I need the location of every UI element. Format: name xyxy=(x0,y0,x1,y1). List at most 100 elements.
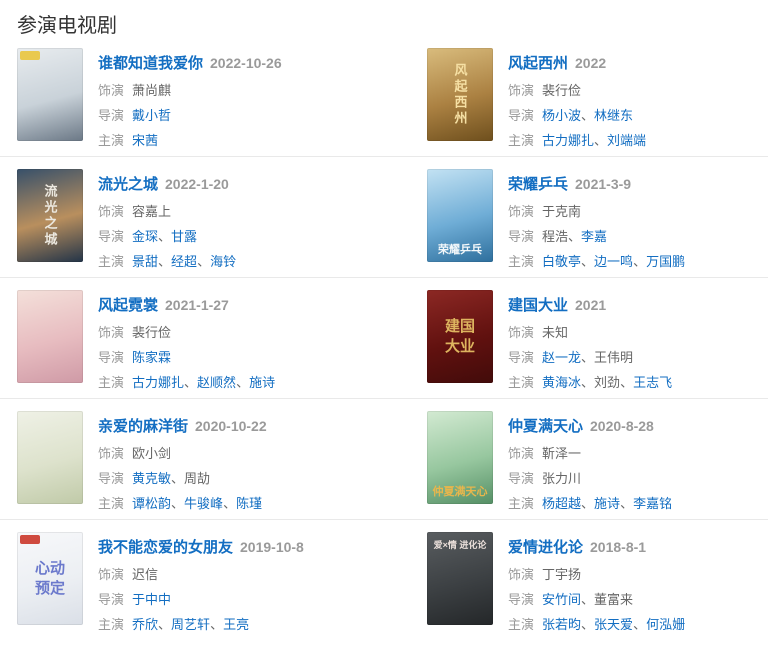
person-link[interactable]: 万国鹏 xyxy=(646,254,686,269)
cast-label: 主演 xyxy=(98,254,125,269)
role-value: 迟信 xyxy=(132,567,159,582)
drama-title-link[interactable]: 流光之城 xyxy=(98,176,159,193)
director-label: 导演 xyxy=(508,108,535,123)
person-link[interactable]: 李嘉铭 xyxy=(633,496,673,511)
poster-title-text: 荣耀乒乓 xyxy=(438,244,482,256)
drama-item: 心动预定 我不能恋爱的女朋友 2019-10-8 饰演 迟信 导演 于中中 主演 乔欣、… xyxy=(0,532,384,641)
drama-title-link[interactable]: 仲夏满天心 xyxy=(508,418,584,435)
drama-poster[interactable]: 流光之城 xyxy=(17,169,83,262)
drama-title-link[interactable]: 我不能恋爱的女朋友 xyxy=(98,539,234,556)
role-value: 裴行俭 xyxy=(132,325,172,340)
drama-info: 爱情进化论 2018-8-1 饰演 丁宇扬 导演 安竹间、董富来 主演 张若昀、张天爱、… xyxy=(508,532,685,641)
person-link[interactable]: 何泓姗 xyxy=(646,617,686,632)
person-link[interactable]: 陈家霖 xyxy=(132,350,172,365)
drama-title-link[interactable]: 荣耀乒乓 xyxy=(508,176,569,193)
person-link[interactable]: 古力娜扎 xyxy=(542,133,595,148)
person-name: 程浩 xyxy=(542,229,569,244)
role-label: 饰演 xyxy=(98,325,125,340)
person-link[interactable]: 海铃 xyxy=(210,254,237,269)
person-link[interactable]: 张若昀 xyxy=(542,617,582,632)
person-link[interactable]: 戴小哲 xyxy=(132,108,172,123)
person-link[interactable]: 王志飞 xyxy=(633,375,673,390)
person-link[interactable]: 施诗 xyxy=(594,496,621,511)
person-link[interactable]: 张天爱 xyxy=(594,617,634,632)
section-title: 参演电视剧 xyxy=(17,15,117,37)
person-link[interactable]: 王亮 xyxy=(223,617,250,632)
role-label: 饰演 xyxy=(98,204,125,219)
drama-title-link[interactable]: 风起西州 xyxy=(508,55,569,72)
director-label: 导演 xyxy=(98,350,125,365)
director-line: 导演 赵一龙、王伟明 xyxy=(508,350,672,366)
drama-info: 亲爱的麻洋街 2020-10-22 饰演 欧小剑 导演 黄克敏、周劼 主演 谭松韵、牛骏… xyxy=(98,411,267,519)
name-separator: 、 xyxy=(594,133,608,148)
drama-item: 爱×情 进化论 爱情进化论 2018-8-1 饰演 丁宇扬 导演 安竹间、董富来 主演… xyxy=(384,532,768,641)
drama-title-link[interactable]: 爱情进化论 xyxy=(508,539,584,556)
person-link[interactable]: 牛骏峰 xyxy=(184,496,224,511)
drama-title-link[interactable]: 亲爱的麻洋街 xyxy=(98,418,189,435)
director-label: 导演 xyxy=(508,350,535,365)
drama-row: 谁都知道我爱你 2022-10-26 饰演 萧尚麒 导演 戴小哲 主演 宋茜 风起西州 … xyxy=(0,40,768,157)
person-link[interactable]: 杨超越 xyxy=(542,496,582,511)
person-link[interactable]: 周艺轩 xyxy=(171,617,211,632)
drama-item: 风起西州 风起西州 2022 饰演 裴行俭 导演 杨小波、林继东 主演 古力娜扎、刘端端 xyxy=(384,48,768,156)
person-link[interactable]: 景甜 xyxy=(132,254,159,269)
person-link[interactable]: 乔欣 xyxy=(132,617,159,632)
director-names: 张力川 xyxy=(542,471,581,486)
person-link[interactable]: 陈瑾 xyxy=(236,496,263,511)
title-line: 谁都知道我爱你 2022-10-26 xyxy=(98,53,282,74)
person-link[interactable]: 赵一龙 xyxy=(542,350,582,365)
drama-info: 我不能恋爱的女朋友 2019-10-8 饰演 迟信 导演 于中中 主演 乔欣、周艺轩、王… xyxy=(98,532,304,641)
name-separator: 、 xyxy=(581,375,595,390)
drama-poster[interactable]: 爱×情 进化论 xyxy=(427,532,493,625)
person-link[interactable]: 林继东 xyxy=(594,108,634,123)
drama-poster[interactable] xyxy=(17,48,83,141)
drama-item: 亲爱的麻洋街 2020-10-22 饰演 欧小剑 导演 黄克敏、周劼 主演 谭松韵、牛骏… xyxy=(0,411,384,519)
role-line: 饰演 裴行俭 xyxy=(98,325,275,341)
drama-poster[interactable]: 心动预定 xyxy=(17,532,83,625)
name-separator: 、 xyxy=(620,496,634,511)
role-value: 靳泽一 xyxy=(542,446,582,461)
drama-poster[interactable] xyxy=(17,290,83,383)
person-link[interactable]: 李嘉 xyxy=(581,229,608,244)
drama-poster[interactable]: 建国大业 xyxy=(427,290,493,383)
person-link[interactable]: 刘端端 xyxy=(607,133,647,148)
role-line: 饰演 容嘉上 xyxy=(98,204,236,220)
person-link[interactable]: 于中中 xyxy=(132,592,172,607)
person-link[interactable]: 甘露 xyxy=(171,229,198,244)
person-link[interactable]: 黄克敏 xyxy=(132,471,172,486)
cast-line: 主演 白敬亭、边一鸣、万国鹏 xyxy=(508,254,685,270)
person-link[interactable]: 黄海冰 xyxy=(542,375,582,390)
director-label: 导演 xyxy=(508,229,535,244)
person-link[interactable]: 赵顺然 xyxy=(197,375,237,390)
drama-title-link[interactable]: 风起霓裳 xyxy=(98,297,159,314)
release-date: 2021 xyxy=(575,297,607,313)
person-link[interactable]: 金琛 xyxy=(132,229,159,244)
person-name: 王伟明 xyxy=(594,350,634,365)
poster-title-text: 风起西州 xyxy=(452,62,468,127)
title-line: 流光之城 2022-1-20 xyxy=(98,174,236,195)
drama-row: 心动预定 我不能恋爱的女朋友 2019-10-8 饰演 迟信 导演 于中中 主演 乔欣、… xyxy=(0,520,768,641)
person-link[interactable]: 宋茜 xyxy=(132,133,159,148)
drama-row: 风起霓裳 2021-1-27 饰演 裴行俭 导演 陈家霖 主演 古力娜扎、赵顺然、施诗 … xyxy=(0,278,768,399)
name-separator: 、 xyxy=(158,229,172,244)
drama-poster[interactable]: 仲夏满天心 xyxy=(427,411,493,504)
title-line: 风起霓裳 2021-1-27 xyxy=(98,295,275,316)
name-separator: 、 xyxy=(581,108,595,123)
person-link[interactable]: 古力娜扎 xyxy=(132,375,185,390)
person-link[interactable]: 施诗 xyxy=(249,375,276,390)
person-link[interactable]: 边一鸣 xyxy=(594,254,634,269)
person-link[interactable]: 白敬亭 xyxy=(542,254,582,269)
drama-poster[interactable]: 荣耀乒乓 xyxy=(427,169,493,262)
drama-title-link[interactable]: 建国大业 xyxy=(508,297,569,314)
director-names: 于中中 xyxy=(132,592,171,607)
person-link[interactable]: 谭松韵 xyxy=(132,496,172,511)
person-link[interactable]: 经超 xyxy=(171,254,198,269)
cast-line: 主演 景甜、经超、海铃 xyxy=(98,254,236,270)
person-link[interactable]: 杨小波 xyxy=(542,108,582,123)
drama-title-link[interactable]: 谁都知道我爱你 xyxy=(98,55,204,72)
person-link[interactable]: 安竹间 xyxy=(542,592,582,607)
director-label: 导演 xyxy=(508,471,535,486)
drama-poster[interactable]: 风起西州 xyxy=(427,48,493,141)
cast-line: 主演 杨超越、施诗、李嘉铭 xyxy=(508,496,672,512)
drama-poster[interactable] xyxy=(17,411,83,504)
